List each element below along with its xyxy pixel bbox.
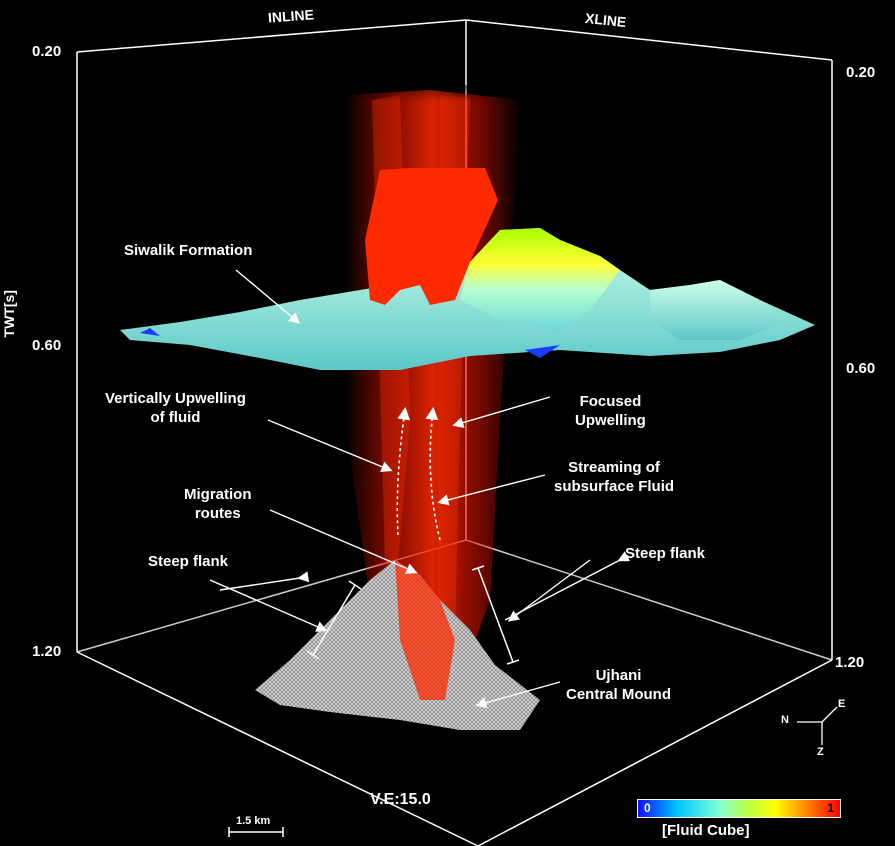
streaming-line2: subsurface Fluid: [554, 477, 675, 495]
colorbar-max: 1: [827, 801, 834, 815]
steep-flank-left-label: Steep flank: [148, 553, 229, 570]
central-mound: [255, 560, 540, 730]
colorbar-min: 0: [644, 801, 651, 815]
vertical-upwelling-line2: of fluid: [150, 408, 201, 426]
inline-axis-label: INLINE: [267, 6, 315, 26]
colorbar-title: [Fluid Cube]: [662, 822, 750, 839]
fluid-colorbar: 0 1: [637, 799, 841, 818]
migration-line1: Migration: [184, 486, 252, 503]
focused-upwelling-label: Focused Upwelling: [575, 393, 646, 431]
left-tick-top: 0.20: [32, 43, 62, 60]
compass-n: N: [781, 714, 789, 726]
mound-line1: Ujhani: [595, 667, 642, 684]
vertical-upwelling-line1: Vertically Upwelling: [105, 390, 246, 407]
mound-label: Ujhani Central Mound: [566, 667, 671, 705]
streaming-label: Streaming of subsurface Fluid: [554, 459, 674, 497]
leader-lines: [209, 269, 631, 709]
vertical-exaggeration: V.E:15.0: [370, 791, 431, 808]
vertical-upwelling-label: Vertically Upwelling of fluid: [105, 390, 246, 428]
compass-z: Z: [817, 746, 824, 758]
scale-bar-label: 1.5 km: [236, 815, 271, 827]
twt-axis-label: TWT[s]: [0, 290, 17, 338]
migration-label: Migration routes: [184, 486, 252, 524]
focused-upwelling-line1: Focused: [579, 393, 642, 410]
right-tick-mid: 0.60: [846, 360, 876, 377]
left-tick-mid: 0.60: [32, 337, 62, 354]
steep-flank-right-label: Steep flank: [625, 545, 706, 562]
right-tick-top: 0.20: [846, 64, 876, 81]
focused-upwelling-line2: Upwelling: [575, 411, 646, 429]
flow-arrows: [396, 406, 441, 541]
flank-markers: [306, 565, 520, 665]
migration-line2: routes: [194, 504, 241, 522]
right-tick-bottom: 1.20: [835, 654, 865, 671]
compass-e: E: [838, 698, 846, 710]
compass-icon: [797, 706, 838, 745]
left-tick-bottom: 1.20: [32, 643, 62, 660]
streaming-line1: Streaming of: [568, 459, 660, 476]
siwalik-label: Siwalik Formation: [124, 242, 253, 259]
siwalik-surface: [120, 168, 815, 370]
scale-bar-line: [228, 827, 284, 837]
mound-line2: Central Mound: [566, 685, 671, 703]
